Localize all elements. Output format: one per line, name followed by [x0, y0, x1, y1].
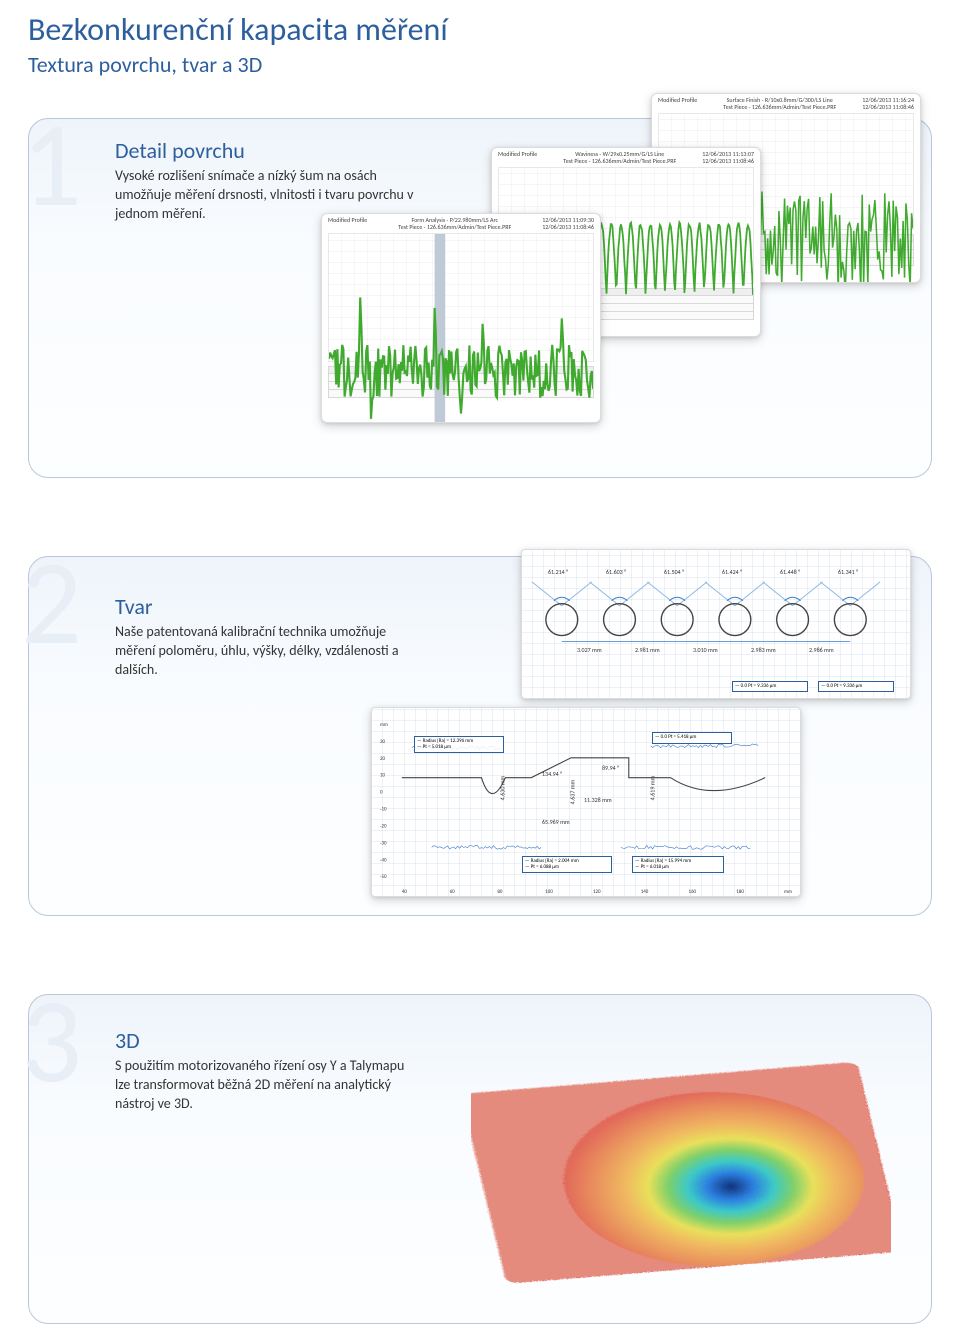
svg-text:mm: mm [380, 722, 388, 728]
page-title: Bezkonkurenční kapacita měření [0, 0, 960, 49]
svg-text:140: 140 [641, 889, 649, 895]
svg-text:120: 120 [593, 889, 601, 895]
page-subtitle: Textura povrchu, tvar a 3D [0, 49, 960, 78]
section-number: 3 [21, 981, 82, 1101]
svg-text:-10: -10 [380, 807, 387, 813]
svg-text:10: 10 [380, 773, 386, 779]
angle-label: 61.341 ° [838, 568, 858, 576]
svg-text:mm: mm [784, 889, 792, 895]
label-len-bottom: 65.969 mm [542, 818, 570, 826]
angle-label: 61.448 ° [780, 568, 800, 576]
panel-tvar: 2 Tvar Naše patentovaná kalibrační techn… [28, 556, 932, 916]
chart-header-left: Modified Profile [498, 151, 537, 164]
chart-header-left: Modified Profile [658, 97, 697, 110]
section-number: 2 [21, 543, 82, 663]
chart-card-form-analysis: Modified Profile Form Analysis - P/22.98… [321, 213, 601, 423]
chart-header-date2: 12/06/2013 11:08:46 [542, 223, 594, 231]
diagram-profile: mm3020100-10-20-30-40-504060801001201401… [371, 707, 801, 897]
diag-box-right: — 0.0 Pt = 9.336 µm [818, 681, 894, 693]
chart-header-date2: 12/06/2013 11:08:46 [862, 103, 914, 111]
dim-label: 2.983 mm [751, 646, 776, 654]
label-h-left: 4.630 mm [498, 776, 506, 801]
angle-label: 61.504 ° [664, 568, 684, 576]
diag-box-tl: — Radius [Ra] = 12.396 mm — Pt = 5.018 µ… [414, 736, 504, 753]
label-angle1: 134.94 ° [542, 770, 562, 778]
svg-text:0: 0 [380, 790, 383, 796]
angle-label: 61.214 ° [548, 568, 568, 576]
section-title: Tvar [115, 593, 153, 620]
diagram-circles: 61.214 ° 61.603 ° 61.504 ° 61.424 ° 61.448 °… [521, 549, 911, 699]
dim-label: 3.010 mm [693, 646, 718, 654]
svg-text:80: 80 [497, 889, 503, 895]
chart-header-left: Modified Profile [328, 217, 367, 230]
diag-box-br: — Radius [Ra] = 15.994 mm — Pt = 6.018 µ… [632, 856, 724, 873]
diag-box-left: — 0.0 Pt = 9.336 µm [732, 681, 808, 693]
svg-text:20: 20 [380, 756, 386, 762]
dim-label: 2.981 mm [635, 646, 660, 654]
svg-text:-40: -40 [380, 857, 387, 863]
chart-header-center2: Test Piece - 126.636mm/Admin/Test Piece.… [563, 157, 676, 165]
dim-label: 3.027 mm [577, 646, 602, 654]
diag-box-bl: — Radius [Ra] = 2.004 mm — Pt = 6.088 µm [522, 856, 612, 873]
angle-label: 61.424 ° [722, 568, 742, 576]
diag-box-tr: — 0.0 Pt = 5.418 µm [652, 732, 732, 744]
angle-label: 61.603 ° [606, 568, 626, 576]
section-body: Naše patentovaná kalibrační technika umo… [115, 623, 415, 680]
svg-text:60: 60 [450, 889, 456, 895]
section-body: S použitím motorizovaného řízení osy Y a… [115, 1057, 415, 1114]
svg-text:180: 180 [736, 889, 744, 895]
chart-header-date2: 12/06/2013 11:08:46 [702, 157, 754, 165]
svg-text:30: 30 [380, 739, 386, 745]
svg-text:160: 160 [689, 889, 697, 895]
dim-label: 2.986 mm [809, 646, 834, 654]
label-h-mid: 4.637 mm [568, 780, 576, 805]
section-title: 3D [115, 1027, 140, 1054]
label-h-right: 4.619 mm [648, 776, 656, 801]
svg-text:-30: -30 [380, 840, 387, 846]
chart-header-center2: Test Piece - 126.636mm/Admin/Test Piece.… [723, 103, 836, 111]
svg-text:100: 100 [545, 889, 553, 895]
label-len-center: 11.328 mm [584, 796, 612, 804]
crater-3d [471, 1025, 891, 1305]
svg-text:-20: -20 [380, 823, 387, 829]
label-angle2: 89.94 ° [602, 764, 619, 772]
svg-text:-50: -50 [380, 874, 387, 880]
section-number: 1 [21, 105, 82, 225]
chart-plot [328, 233, 594, 362]
section-title: Detail povrchu [115, 137, 245, 164]
chart-header-center2: Test Piece - 126.636mm/Admin/Test Piece.… [398, 223, 511, 231]
panel-3d: 3 3D S použitím motorizovaného řízení os… [28, 994, 932, 1324]
svg-text:40: 40 [402, 889, 408, 895]
panel-detail-povrchu: 1 Detail povrchu Vysoké rozlišení snímač… [28, 118, 932, 478]
